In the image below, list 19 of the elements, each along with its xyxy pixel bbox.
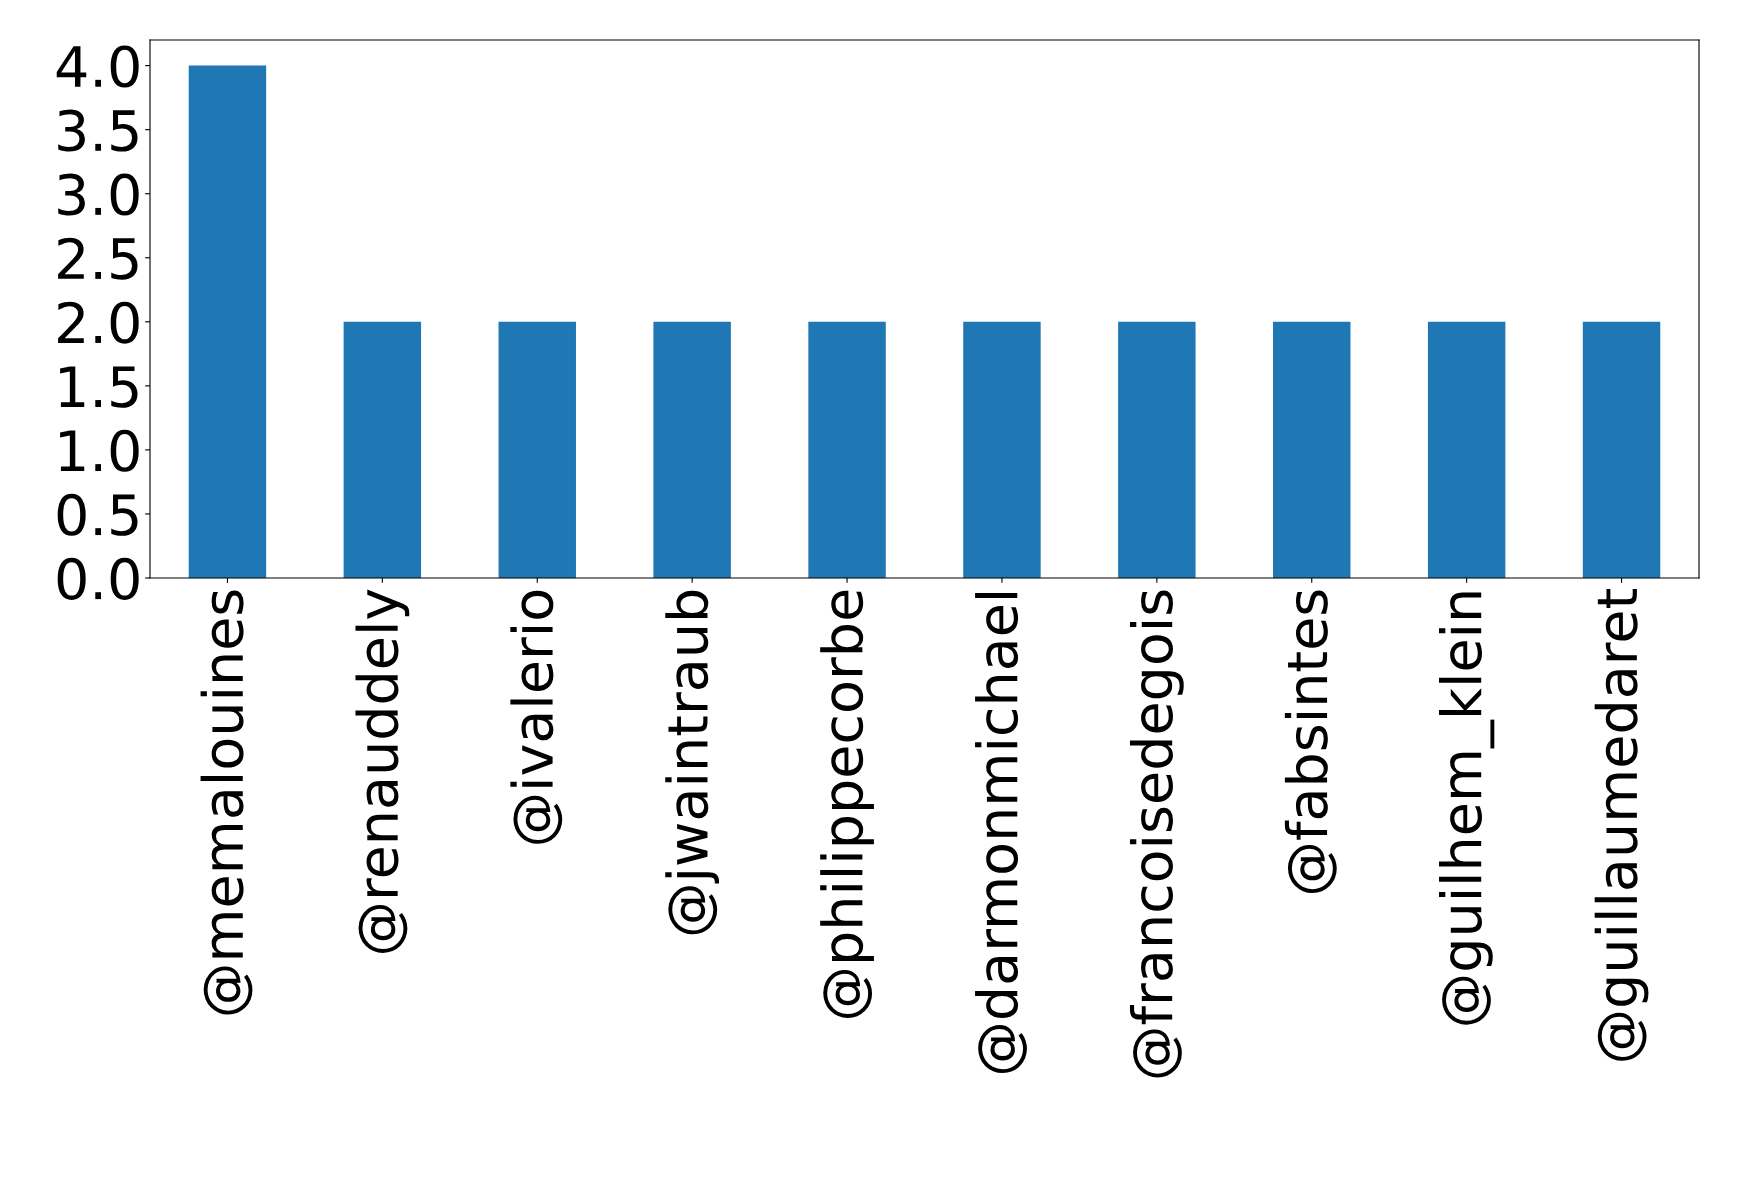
x-tick-label: @guillaumedaret — [1594, 589, 1649, 1061]
y-tick-label: 2.5 — [58, 237, 138, 280]
y-tick-label: 0.0 — [57, 557, 139, 600]
x-tick-label: @fabsintes — [1284, 590, 1337, 893]
y-tick-label: 0.5 — [57, 493, 138, 536]
y-tick-label: 1.0 — [60, 429, 139, 472]
y-tick-label: 1.5 — [60, 366, 138, 408]
y-tick-label: 2.0 — [58, 301, 139, 344]
y-tick-label: 3.5 — [58, 109, 138, 152]
x-tick-label: @francoisedegois — [1129, 590, 1184, 1078]
x-tick-label: @renauddely — [355, 589, 410, 953]
x-tick-label: @memalouines — [200, 590, 253, 1015]
x-tick-label: @darmonmichael — [975, 592, 1027, 1074]
x-tick-label: @ivalerio — [510, 590, 563, 844]
y-tick-label: 4.0 — [56, 45, 139, 88]
y-tick-label: 3.0 — [58, 173, 139, 216]
x-tick-label: @guilhem_klein — [1438, 592, 1495, 1025]
x-tick-label: @philippecorbe — [820, 590, 874, 1018]
x-tick-label: @jwaintraub — [665, 590, 720, 935]
